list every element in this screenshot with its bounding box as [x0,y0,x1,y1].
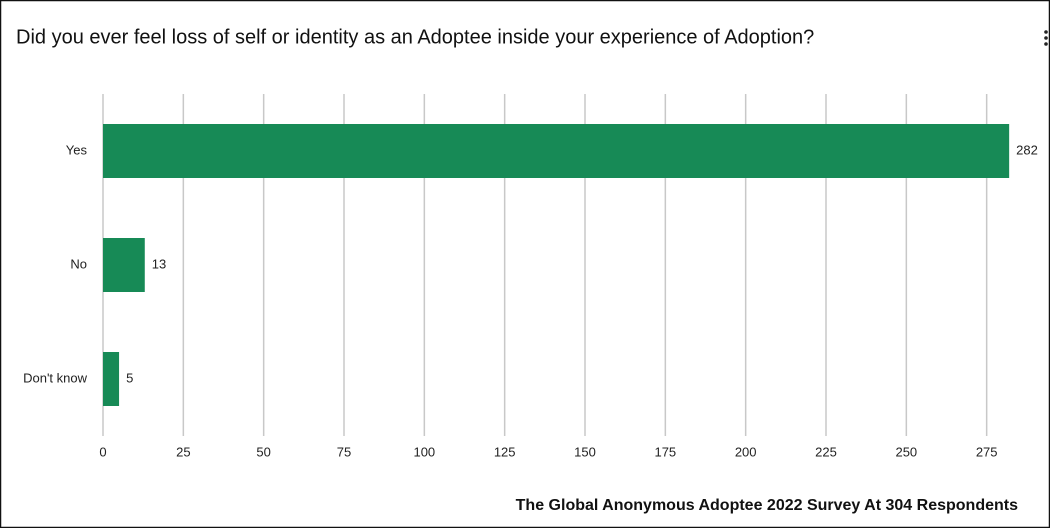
x-tick-label: 225 [815,444,837,459]
x-tick-label: 100 [413,444,435,459]
bar [103,124,1010,178]
x-tick-label: 75 [337,444,351,459]
x-tick-label: 275 [976,444,998,459]
y-tick-label: Don't know [23,370,88,385]
x-tick-label: 0 [99,444,106,459]
value-label: 282 [1016,142,1038,157]
bar [103,352,120,406]
menu-icon[interactable] [1044,30,1048,46]
y-tick-label: Yes [66,142,88,157]
x-tick-label: 125 [494,444,516,459]
caption: The Global Anonymous Adoptee 2022 Survey… [516,497,1018,514]
bar [103,238,145,292]
chart-title: Did you ever feel loss of self or identi… [16,26,814,48]
x-tick-label: 250 [895,444,917,459]
x-tick-label: 200 [735,444,757,459]
menu-dot [1044,36,1048,40]
menu-dot [1044,42,1048,46]
x-tick-label: 175 [654,444,676,459]
x-tick-label: 25 [176,444,190,459]
y-tick-label: No [70,256,87,271]
menu-dot [1044,30,1048,34]
value-label: 13 [152,256,166,271]
value-label: 5 [126,370,133,385]
x-tick-label: 150 [574,444,596,459]
x-tick-label: 50 [256,444,270,459]
